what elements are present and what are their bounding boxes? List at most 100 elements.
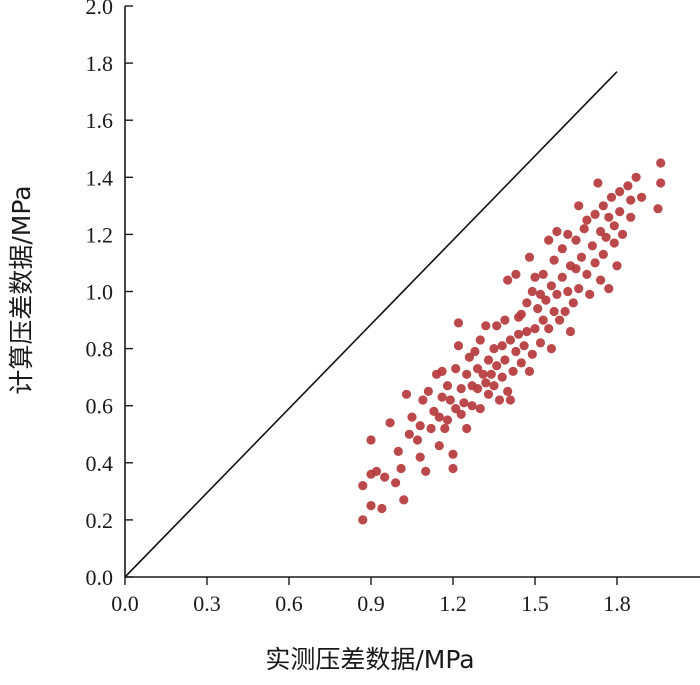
data-point: [489, 381, 499, 391]
data-point: [481, 378, 491, 388]
data-point: [380, 472, 390, 482]
data-point: [598, 249, 608, 259]
data-point: [516, 358, 526, 368]
data-point: [437, 392, 447, 402]
data-point: [552, 289, 562, 299]
data-point: [530, 272, 540, 282]
data-point: [508, 366, 518, 376]
data-point: [497, 341, 507, 351]
data-point: [555, 315, 565, 325]
data-point: [473, 364, 483, 374]
data-point: [571, 264, 581, 274]
data-point: [557, 272, 567, 282]
data-point: [475, 335, 485, 345]
data-point: [440, 423, 450, 434]
data-point: [448, 463, 458, 474]
data-point: [456, 384, 466, 394]
data-point: [544, 324, 554, 334]
data-point: [366, 501, 376, 511]
data-point: [492, 321, 502, 331]
data-point: [467, 401, 477, 411]
y-tick-label: 1.8: [86, 51, 114, 76]
data-point: [535, 338, 546, 348]
data-point: [585, 289, 595, 299]
data-point: [448, 449, 458, 459]
data-point: [358, 515, 368, 525]
data-point: [544, 235, 554, 245]
data-point: [391, 478, 401, 488]
data-point: [598, 201, 608, 211]
data-point: [590, 209, 600, 219]
data-point: [421, 466, 431, 476]
data-point: [456, 409, 466, 419]
data-point: [511, 269, 521, 279]
data-point: [412, 435, 423, 445]
data-point: [415, 421, 425, 431]
x-axis-title: 实测压差数据/MPa: [265, 645, 474, 674]
data-point: [358, 481, 368, 491]
data-point: [576, 252, 587, 262]
data-point: [500, 315, 510, 325]
data-point: [475, 404, 485, 414]
data-point: [519, 341, 529, 351]
data-point: [533, 304, 543, 314]
data-point: [596, 226, 606, 237]
data-point: [442, 415, 453, 425]
data-point: [503, 275, 513, 285]
data-point: [593, 178, 603, 188]
data-point: [653, 204, 663, 214]
data-point: [511, 346, 521, 357]
x-tick-label: 0.6: [275, 591, 303, 616]
x-tick-label: 0.9: [357, 591, 385, 616]
data-point: [546, 281, 557, 291]
data-point: [459, 398, 469, 408]
data-point: [631, 172, 641, 182]
data-point: [538, 315, 548, 325]
data-point: [637, 192, 647, 202]
data-point: [604, 284, 614, 294]
data-point: [590, 258, 600, 268]
data-point: [462, 423, 472, 434]
data-point: [497, 372, 507, 382]
y-tick-label: 0.0: [86, 565, 114, 590]
data-point: [426, 423, 436, 434]
x-tick-label: 0.0: [111, 591, 139, 616]
data-point: [596, 275, 606, 285]
data-point: [464, 352, 474, 362]
data-point: [445, 395, 455, 405]
data-point: [524, 366, 535, 376]
data-point: [453, 318, 464, 328]
data-point: [656, 178, 666, 188]
data-point: [434, 412, 444, 422]
data-point: [486, 369, 496, 379]
data-point: [404, 429, 414, 439]
data-point: [483, 355, 494, 365]
data-point: [656, 158, 666, 168]
y-tick-label: 0.2: [86, 508, 114, 533]
data-point: [524, 252, 535, 262]
data-point: [527, 286, 537, 297]
data-point: [429, 406, 439, 416]
data-point: [500, 355, 510, 365]
data-point: [549, 255, 559, 265]
data-point: [560, 306, 570, 317]
data-point: [492, 361, 502, 371]
data-point: [563, 286, 573, 297]
data-point: [557, 244, 567, 254]
data-point: [437, 366, 447, 376]
data-point: [546, 344, 557, 354]
data-point: [377, 503, 387, 514]
data-point: [483, 389, 494, 399]
data-point: [470, 346, 480, 357]
data-point: [563, 229, 573, 239]
y-tick-label: 1.6: [86, 108, 114, 133]
data-point: [516, 309, 526, 319]
data-point: [549, 306, 559, 317]
data-point: [505, 395, 515, 405]
y-tick-label: 2.0: [86, 0, 114, 19]
data-point: [385, 418, 395, 428]
data-point: [574, 201, 584, 211]
data-point: [579, 224, 589, 234]
y-tick-label: 0.8: [86, 337, 114, 362]
data-point: [393, 446, 403, 456]
